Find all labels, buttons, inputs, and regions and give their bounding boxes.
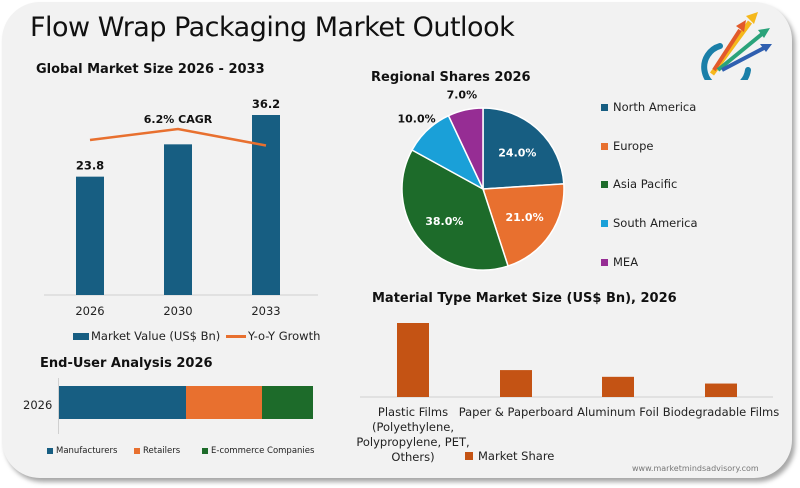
end-user-axis-label: 2026 bbox=[23, 398, 53, 412]
legend-swatch bbox=[601, 180, 608, 188]
legend-label: North America bbox=[613, 100, 697, 114]
bar-data-label: 23.8 bbox=[76, 159, 104, 173]
end-user-legend-item: Manufacturers bbox=[47, 446, 117, 456]
end-user-legend-item: Retailers bbox=[134, 446, 180, 456]
legend-label: E-commerce Companies bbox=[211, 446, 315, 456]
material-category-label: Aluminum Foil bbox=[577, 405, 659, 419]
cagr-annotation: 6.2% CAGR bbox=[144, 113, 213, 126]
stacked-segment-e-commerce-companies bbox=[262, 386, 313, 419]
pie-legend-item: MEA bbox=[601, 255, 638, 269]
legend-swatch bbox=[73, 332, 89, 340]
pie-data-label: 24.0% bbox=[498, 146, 536, 159]
bar-data-label: 36.2 bbox=[252, 97, 280, 111]
legend-swatch bbox=[134, 448, 140, 454]
legend-line bbox=[226, 334, 246, 338]
legend-label: Europe bbox=[613, 139, 654, 153]
x-tick-label: 2026 bbox=[75, 304, 104, 318]
pie-slice bbox=[482, 107, 565, 190]
pie-data-label: 21.0% bbox=[505, 211, 543, 224]
pie-legend-item: South America bbox=[601, 216, 698, 230]
material-category-label: Paper & Paperboard bbox=[458, 405, 574, 419]
x-tick-label: 2033 bbox=[251, 304, 280, 318]
legend-label: Retailers bbox=[143, 446, 181, 456]
legend-swatch bbox=[601, 219, 608, 227]
pie-slice bbox=[481, 183, 565, 267]
pie-data-label: 10.0% bbox=[398, 112, 436, 125]
end-user-title: End-User Analysis 2026 bbox=[40, 356, 213, 371]
material-bar bbox=[397, 323, 429, 397]
website-url: www.marketmindsadvisory.com bbox=[632, 464, 759, 473]
material-bar bbox=[705, 383, 737, 397]
market-value-bar bbox=[252, 115, 280, 295]
legend-label: Manufacturers bbox=[56, 446, 118, 456]
legend-label: MEA bbox=[613, 255, 639, 269]
market-size-title: Global Market Size 2026 - 2033 bbox=[36, 62, 265, 77]
material-bar bbox=[602, 376, 634, 397]
regional-shares-title: Regional Shares 2026 bbox=[371, 70, 531, 85]
pie-data-label: 38.0% bbox=[425, 215, 463, 228]
arrows-growth-logo-icon bbox=[701, 12, 772, 80]
material-bar bbox=[500, 370, 532, 397]
legend-market-value: Market Value (US$ Bn) bbox=[73, 329, 220, 343]
market-value-bar bbox=[164, 144, 192, 295]
pie-legend-item: North America bbox=[601, 100, 696, 114]
pie-slice bbox=[401, 148, 509, 271]
legend-swatch bbox=[47, 448, 53, 454]
stacked-segment-retailers bbox=[186, 386, 263, 419]
legend-yoy-growth: Y-o-Y Growth bbox=[226, 329, 320, 343]
end-user-axis bbox=[58, 378, 59, 434]
legend-swatch bbox=[601, 142, 608, 150]
material-category-label: Biodegradable Films bbox=[662, 405, 780, 419]
market-size-chart: 23.8 2026 2030 36.2 2033 6.2% CAGR bbox=[44, 97, 318, 318]
x-tick-label: 2030 bbox=[163, 304, 192, 318]
legend-market-share: Market Share bbox=[465, 449, 554, 463]
material-category-label: Plastic Films (Polyethylene, Polypropylene… bbox=[356, 405, 470, 464]
pie-slice bbox=[447, 107, 484, 190]
end-user-legend-item: E-commerce Companies bbox=[202, 446, 314, 456]
pie-legend-item: Europe bbox=[601, 139, 653, 153]
legend-label: South America bbox=[613, 216, 698, 230]
material-type-chart bbox=[360, 323, 773, 398]
pie-data-label: 7.0% bbox=[447, 88, 478, 101]
pie-legend-item: Asia Pacific bbox=[601, 177, 677, 191]
legend-swatch bbox=[465, 452, 473, 460]
material-type-title: Material Type Market Size (US$ Bn), 2026 bbox=[372, 291, 677, 306]
legend-swatch bbox=[601, 258, 608, 266]
yoy-growth-line bbox=[89, 127, 267, 147]
page-title: Flow Wrap Packaging Market Outlook bbox=[30, 12, 515, 43]
end-user-stacked-bar bbox=[59, 386, 313, 419]
legend-label: Asia Pacific bbox=[613, 177, 678, 191]
legend-swatch bbox=[601, 103, 608, 111]
legend-swatch bbox=[202, 448, 208, 454]
market-value-bar bbox=[76, 176, 104, 295]
stacked-segment-manufacturers bbox=[59, 386, 186, 419]
regional-pie-chart: 24.0% 21.0% 38.0% 10.0% 7.0% bbox=[398, 88, 565, 271]
